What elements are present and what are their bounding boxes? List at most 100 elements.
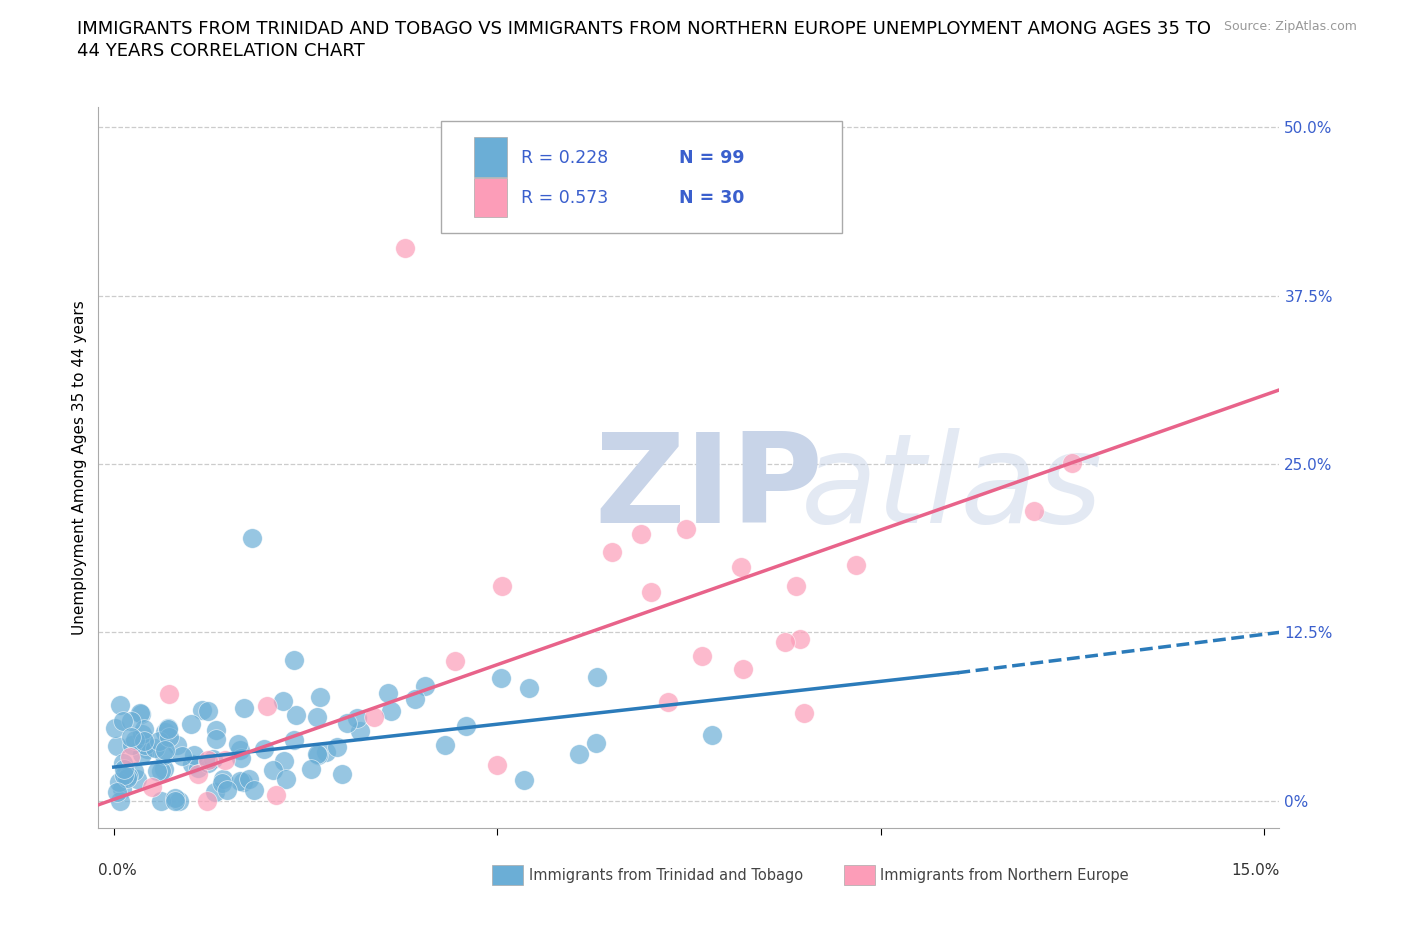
Point bbox=[141, 780, 163, 795]
Point bbox=[205, 731, 228, 746]
Point bbox=[197, 752, 219, 767]
Point bbox=[240, 531, 263, 546]
Point bbox=[148, 733, 170, 748]
Point bbox=[600, 544, 623, 559]
Point bbox=[486, 757, 509, 772]
Point bbox=[238, 772, 260, 787]
Point bbox=[187, 761, 209, 776]
Point bbox=[205, 723, 228, 737]
Point bbox=[163, 793, 186, 808]
Point bbox=[271, 693, 294, 708]
Point bbox=[124, 733, 146, 748]
Point bbox=[131, 707, 153, 722]
Point bbox=[471, 126, 494, 141]
Y-axis label: Unemployment Among Ages 35 to 44 years: Unemployment Among Ages 35 to 44 years bbox=[72, 300, 87, 634]
Point bbox=[157, 686, 180, 701]
Point bbox=[404, 691, 426, 706]
Point bbox=[733, 662, 755, 677]
Point bbox=[700, 727, 723, 742]
Point bbox=[256, 699, 278, 714]
Point bbox=[131, 747, 153, 762]
Point bbox=[266, 788, 288, 803]
Point bbox=[120, 729, 142, 744]
Text: Immigrants from Northern Europe: Immigrants from Northern Europe bbox=[880, 868, 1129, 883]
Point bbox=[105, 738, 128, 753]
Point bbox=[284, 708, 307, 723]
Point bbox=[276, 771, 298, 786]
Point bbox=[1060, 456, 1083, 471]
Point bbox=[127, 771, 149, 786]
Point bbox=[299, 762, 322, 777]
Point bbox=[134, 734, 156, 749]
Point bbox=[491, 579, 513, 594]
Text: ZIP: ZIP bbox=[595, 429, 823, 550]
Point bbox=[187, 767, 209, 782]
Point bbox=[153, 743, 176, 758]
Point bbox=[773, 634, 796, 649]
Point bbox=[150, 764, 173, 778]
Point bbox=[120, 750, 142, 764]
Text: 44 YEARS CORRELATION CHART: 44 YEARS CORRELATION CHART bbox=[77, 42, 366, 60]
Text: R = 0.573: R = 0.573 bbox=[522, 190, 609, 207]
Point bbox=[377, 685, 399, 700]
Point bbox=[214, 752, 236, 767]
Point bbox=[640, 584, 662, 599]
Point bbox=[789, 631, 811, 646]
Point bbox=[730, 559, 752, 574]
Point bbox=[112, 755, 135, 770]
Point bbox=[131, 727, 153, 742]
Point bbox=[793, 706, 815, 721]
Text: R = 0.228: R = 0.228 bbox=[522, 149, 609, 167]
Point bbox=[103, 721, 125, 736]
Text: Source: ZipAtlas.com: Source: ZipAtlas.com bbox=[1223, 20, 1357, 33]
Point bbox=[195, 793, 218, 808]
Point bbox=[513, 772, 536, 787]
Point bbox=[150, 793, 173, 808]
FancyBboxPatch shape bbox=[441, 122, 842, 233]
Point bbox=[170, 749, 193, 764]
Text: N = 99: N = 99 bbox=[679, 149, 745, 167]
Point bbox=[146, 764, 169, 778]
Point bbox=[202, 751, 225, 766]
Point bbox=[211, 776, 233, 790]
Point bbox=[232, 775, 254, 790]
Point bbox=[585, 736, 607, 751]
Point bbox=[273, 753, 295, 768]
Point bbox=[112, 762, 135, 777]
Point bbox=[180, 716, 202, 731]
Point bbox=[1022, 504, 1045, 519]
Point bbox=[167, 793, 190, 808]
Point bbox=[349, 724, 371, 738]
Point bbox=[197, 755, 219, 770]
Point bbox=[690, 648, 713, 663]
Point bbox=[153, 748, 176, 763]
Point bbox=[283, 653, 305, 668]
Point bbox=[163, 790, 186, 805]
Point bbox=[191, 702, 214, 717]
Point bbox=[110, 793, 132, 808]
Point bbox=[307, 710, 329, 724]
Point bbox=[111, 713, 134, 728]
Point bbox=[568, 747, 591, 762]
Point bbox=[107, 775, 129, 790]
Point bbox=[586, 670, 609, 684]
Point bbox=[785, 578, 807, 593]
Point bbox=[128, 706, 150, 721]
Point bbox=[262, 763, 284, 777]
Point bbox=[121, 737, 143, 752]
Point bbox=[204, 785, 226, 800]
Point bbox=[157, 729, 180, 744]
Point bbox=[108, 698, 131, 712]
Point bbox=[153, 761, 176, 776]
Point bbox=[657, 695, 679, 710]
Point bbox=[157, 722, 180, 737]
Point bbox=[307, 748, 329, 763]
Point bbox=[183, 748, 205, 763]
FancyBboxPatch shape bbox=[474, 138, 508, 177]
Point bbox=[135, 742, 157, 757]
Point bbox=[180, 757, 202, 772]
Point bbox=[363, 710, 385, 724]
Text: IMMIGRANTS FROM TRINIDAD AND TOBAGO VS IMMIGRANTS FROM NORTHERN EUROPE UNEMPLOYM: IMMIGRANTS FROM TRINIDAD AND TOBAGO VS I… bbox=[77, 20, 1212, 38]
Point bbox=[413, 679, 436, 694]
Point bbox=[229, 743, 252, 758]
